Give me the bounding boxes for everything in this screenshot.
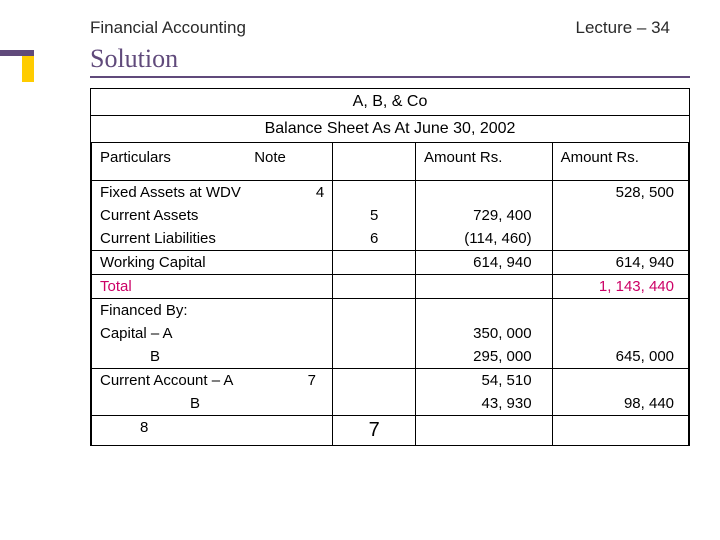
row-current-assets: Current Assets: [92, 204, 333, 227]
row-eight: 8: [92, 416, 333, 446]
row-working-capital: Working Capital: [92, 251, 333, 275]
row-fixed-assets: Fixed Assets at WDV 4: [92, 181, 333, 205]
lecture-number: Lecture – 34: [575, 18, 670, 38]
current-assets-note: 5: [333, 204, 416, 227]
row-current-account-a: Current Account – A 7: [92, 369, 333, 393]
working-cap-v1: 614, 940: [416, 251, 553, 275]
balance-sheet-table: Particulars Note Amount Rs. Amount Rs. F…: [91, 143, 689, 445]
col-particulars: Particulars Note: [92, 143, 333, 181]
current-assets-value: 729, 400: [416, 204, 553, 227]
col-note: [333, 143, 416, 181]
total-value: 1, 143, 440: [552, 275, 688, 299]
curr-a-value: 54, 510: [416, 369, 553, 393]
col-amount2: Amount Rs.: [552, 143, 688, 181]
fixed-assets-value: 528, 500: [552, 181, 688, 205]
working-cap-v2: 614, 940: [552, 251, 688, 275]
row-total: Total: [92, 275, 333, 299]
current-liab-value: (114, 460): [416, 227, 553, 251]
section-title: Solution: [0, 44, 720, 74]
row-capital-a: Capital – A: [92, 322, 333, 345]
curr-b-value: 43, 930: [416, 392, 553, 416]
row-financed-by: Financed By:: [92, 299, 333, 323]
col-amount1: Amount Rs.: [416, 143, 553, 181]
balance-sheet: A, B, & Co Balance Sheet As At June 30, …: [90, 88, 690, 446]
capital-a-value: 350, 000: [416, 322, 553, 345]
capital-b-value: 295, 000: [416, 345, 553, 369]
section-heading-row: Solution: [0, 44, 720, 78]
note-seven: 7: [333, 416, 416, 446]
slide-header: Financial Accounting Lecture – 34: [0, 0, 720, 38]
row-current-account-b: B: [92, 392, 333, 416]
row-capital-b: B: [92, 345, 333, 369]
horizontal-rule: [90, 76, 690, 78]
company-name: A, B, & Co: [91, 89, 689, 116]
row-current-liabilities: Current Liabilities: [92, 227, 333, 251]
current-liab-note: 6: [333, 227, 416, 251]
curr-sum: 98, 440: [552, 392, 688, 416]
statement-title: Balance Sheet As At June 30, 2002: [91, 116, 689, 143]
capital-sum: 645, 000: [552, 345, 688, 369]
course-title: Financial Accounting: [90, 18, 246, 38]
